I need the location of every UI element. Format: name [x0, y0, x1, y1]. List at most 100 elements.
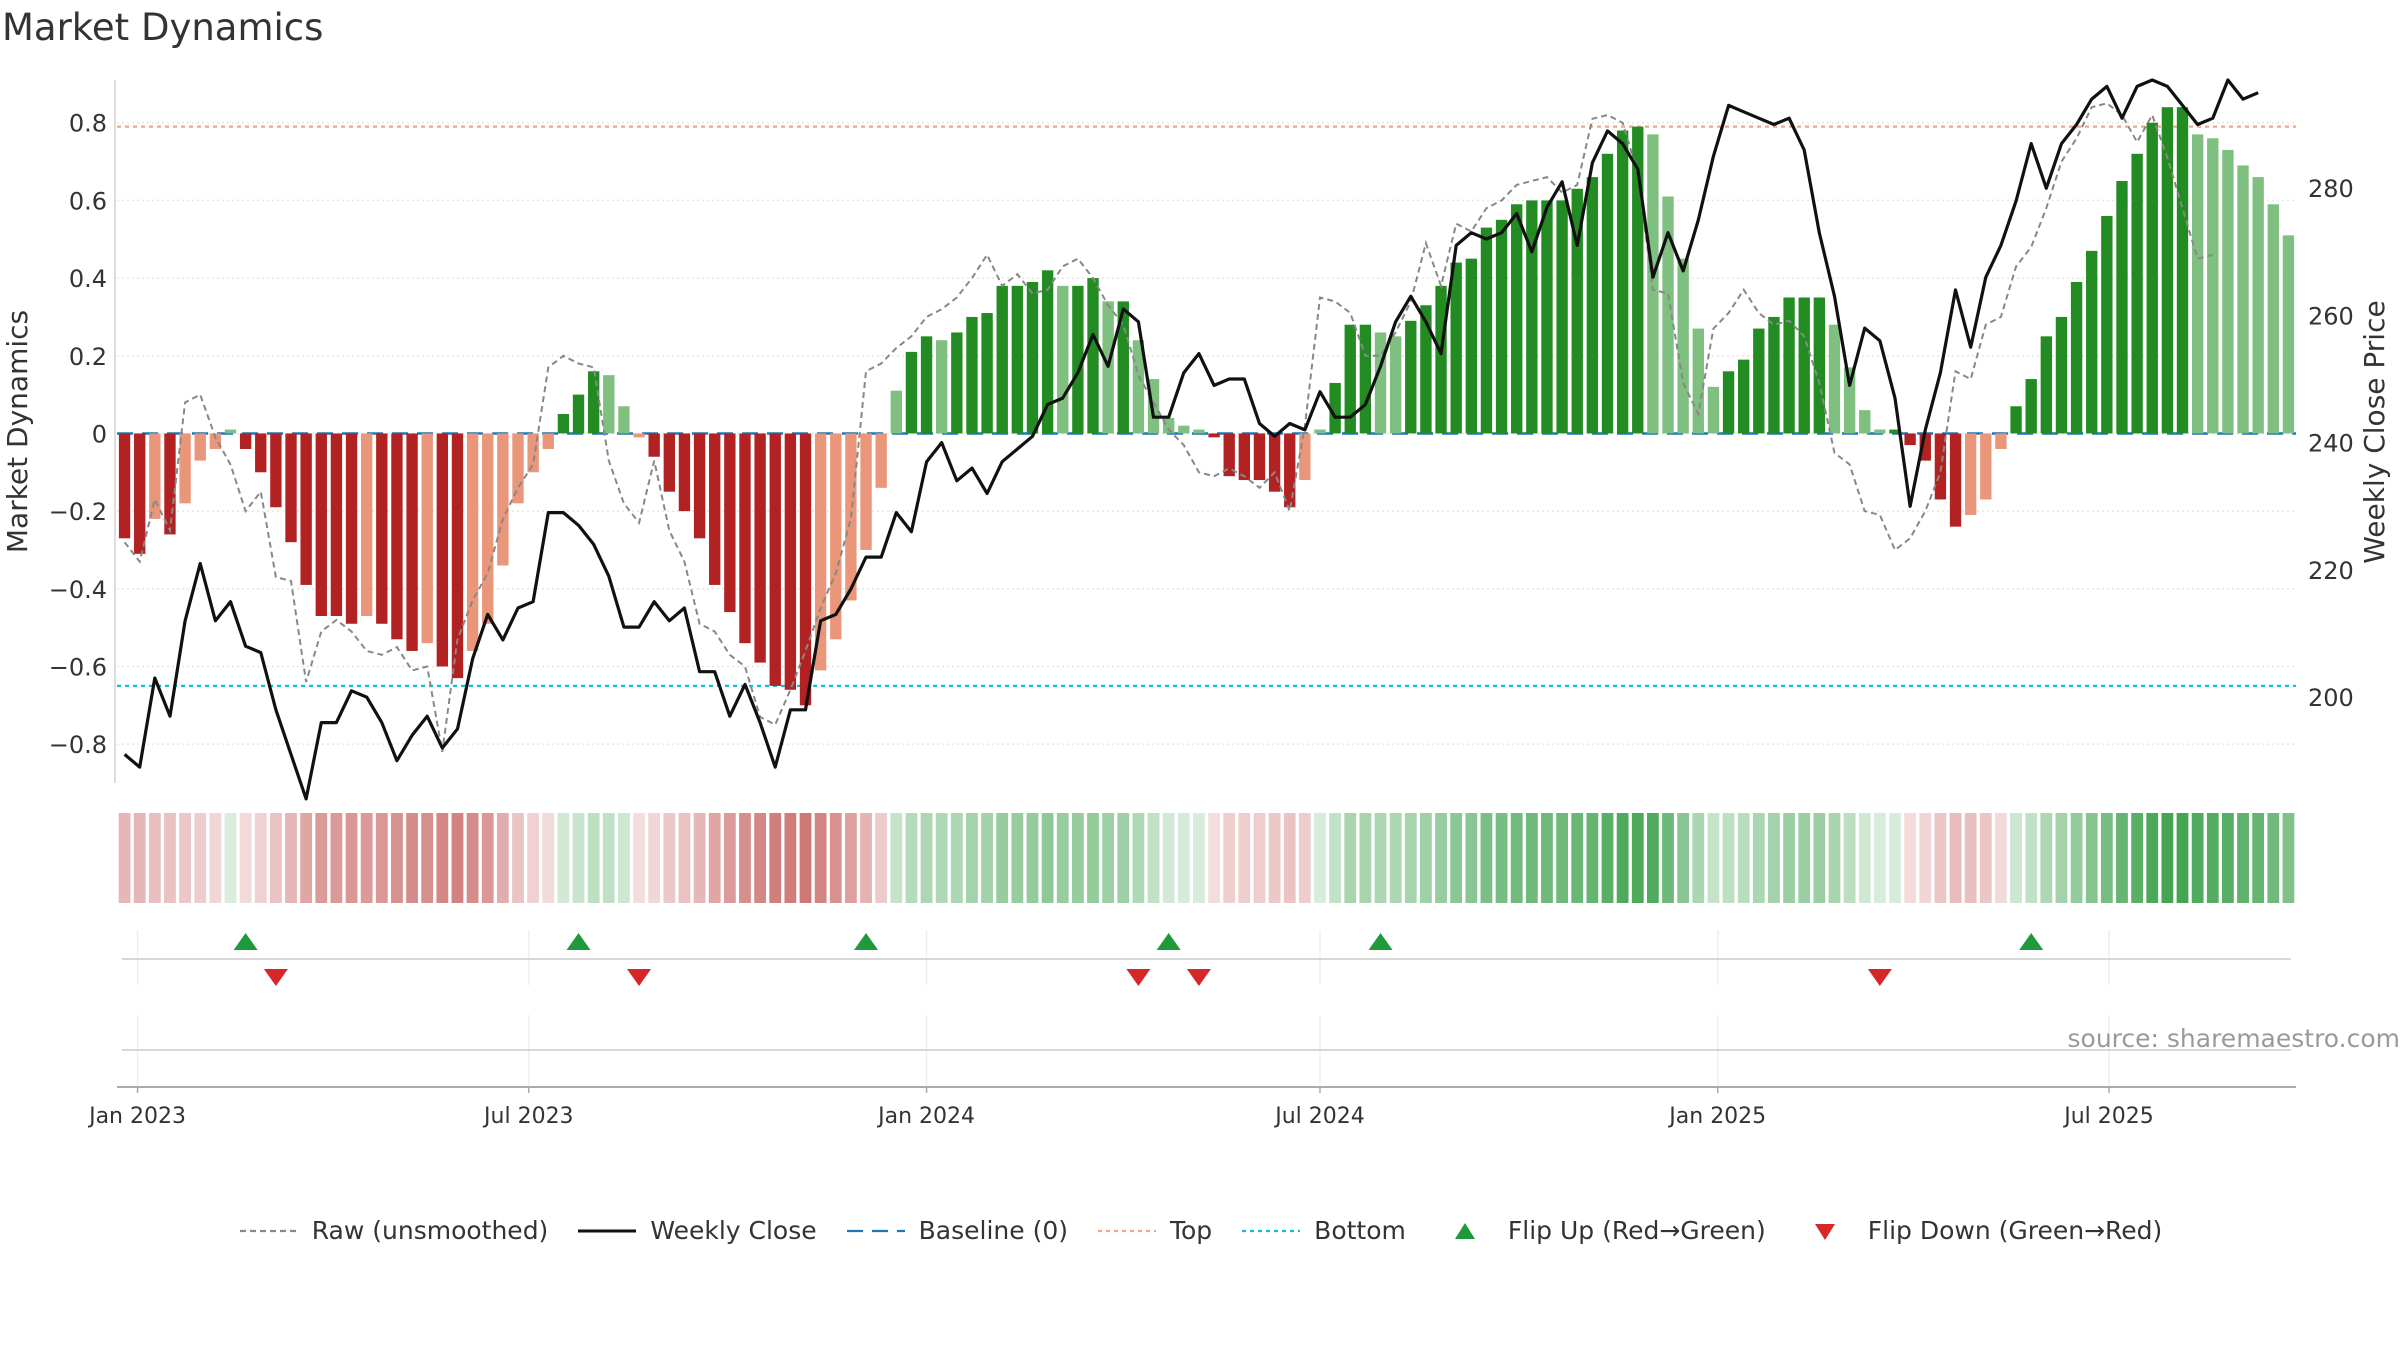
heat-cell: [1314, 813, 1326, 903]
dynamics-bar: [345, 433, 358, 624]
dynamics-bar: [1571, 188, 1583, 434]
heat-cell: [1253, 813, 1266, 903]
heat-cell: [1995, 813, 2007, 903]
x-tick-label: Jul 2024: [1273, 1104, 1365, 1129]
heat-cell: [1722, 813, 1735, 903]
heat-cell: [2055, 813, 2068, 903]
dynamics-bar: [1178, 425, 1190, 434]
heat-cell: [633, 813, 645, 903]
dynamics-bar: [2055, 316, 2068, 434]
heat-cell: [1541, 813, 1553, 903]
dynamics-bar: [1147, 379, 1160, 434]
dynamics-bar: [830, 433, 842, 640]
heat-cell: [1087, 813, 1099, 903]
heat-cell: [1193, 813, 1205, 903]
dynamics-bar: [799, 433, 812, 706]
dynamics-bar: [2040, 336, 2052, 434]
heat-cell: [330, 813, 343, 903]
dynamics-bar: [542, 433, 554, 449]
dynamics-bar: [1738, 359, 1750, 434]
heat-cell: [1949, 813, 1962, 903]
dynamics-bar: [406, 433, 418, 651]
dynamics-bar: [315, 433, 327, 616]
flip-up-marker: [854, 933, 879, 950]
heat-cell: [375, 813, 388, 903]
flip-down-marker: [263, 969, 288, 986]
dynamics-bar: [255, 433, 267, 473]
dynamics-bar: [285, 433, 297, 543]
dynamics-bar: [164, 433, 176, 535]
dynamics-bar: [1541, 200, 1553, 434]
legend-label: Flip Down (Green→Red): [1867, 1216, 2163, 1245]
legend-item: Top: [1096, 1216, 1212, 1245]
flip-down-marker: [1126, 969, 1151, 986]
dynamics-bar: [466, 433, 479, 651]
heat-cell: [391, 813, 403, 903]
dynamics-bar: [194, 433, 206, 461]
heat-cell: [345, 813, 358, 903]
heat-cell: [2237, 813, 2249, 903]
triangle-up-icon: [1454, 1222, 1475, 1239]
heat-cell: [905, 813, 918, 903]
heat-cell: [451, 813, 464, 903]
dynamics-bar: [1677, 258, 1689, 434]
heat-cell: [648, 813, 661, 903]
heat-cell: [118, 813, 131, 903]
y-tick-label: 0.2: [69, 343, 107, 371]
dynamics-bar: [224, 429, 237, 434]
dynamics-bar: [1132, 340, 1145, 434]
dynamics-bar: [1601, 153, 1614, 434]
heat-cell: [920, 813, 933, 903]
dynamics-bar: [330, 433, 343, 616]
dynamics-bar: [1359, 324, 1372, 434]
heat-cell: [1768, 813, 1780, 903]
heat-cell: [1919, 813, 1932, 903]
heat-cell: [148, 813, 161, 903]
heat-cell: [2146, 813, 2159, 903]
heat-cell: [2040, 813, 2053, 903]
y-tick-label: 0.8: [69, 110, 107, 138]
triangle-down-icon: [1814, 1223, 1835, 1240]
heat-cell: [527, 813, 540, 903]
legend-label: Baseline (0): [918, 1216, 1068, 1245]
dynamics-bar: [2010, 406, 2022, 434]
legend-item: Raw (unsmoothed): [238, 1216, 548, 1245]
dashed-line-icon: [239, 1229, 298, 1232]
dynamics-bar: [769, 433, 781, 686]
heat-cell: [1646, 813, 1659, 903]
dynamics-bar: [1919, 433, 1931, 461]
dynamics-bar: [678, 433, 691, 512]
heat-cell: [542, 813, 555, 903]
dynamics-bar: [179, 433, 191, 504]
dynamics-bar: [1511, 204, 1523, 434]
heat-cell: [1677, 813, 1690, 903]
dynamics-bar: [118, 433, 131, 539]
legend-item: Bottom: [1240, 1216, 1406, 1245]
heat-cell: [2116, 813, 2128, 903]
dynamics-bar: [376, 433, 388, 624]
dynamics-bar: [1117, 301, 1129, 434]
reference-lines: [117, 125, 2296, 688]
heat-cell: [829, 813, 842, 903]
heat-cell: [1162, 813, 1175, 903]
heat-cell: [406, 813, 418, 903]
heat-cell: [269, 813, 282, 903]
heat-cell: [693, 813, 706, 903]
x-tick-label: Jan 2024: [876, 1104, 975, 1129]
heat-cell: [1556, 813, 1569, 903]
dynamics-bar: [1344, 324, 1356, 434]
source-credit: source: sharemaestro.com: [2067, 1024, 2400, 1053]
dynamics-bar: [1480, 227, 1493, 434]
dynamics-bar: [239, 433, 252, 449]
heat-cell: [2176, 813, 2189, 903]
dynamics-bar: [1026, 281, 1039, 434]
heat-cell: [1344, 813, 1357, 903]
heat-cell: [1525, 813, 1538, 903]
heat-cell: [935, 813, 948, 903]
heat-cell: [2161, 813, 2174, 903]
legend-item: Flip Down (Green→Red): [1794, 1216, 2163, 1245]
heat-cell: [1011, 813, 1024, 903]
heat-cell: [1238, 813, 1251, 903]
dynamics-bar: [2222, 149, 2234, 434]
dynamics-bar: [1495, 219, 1508, 434]
